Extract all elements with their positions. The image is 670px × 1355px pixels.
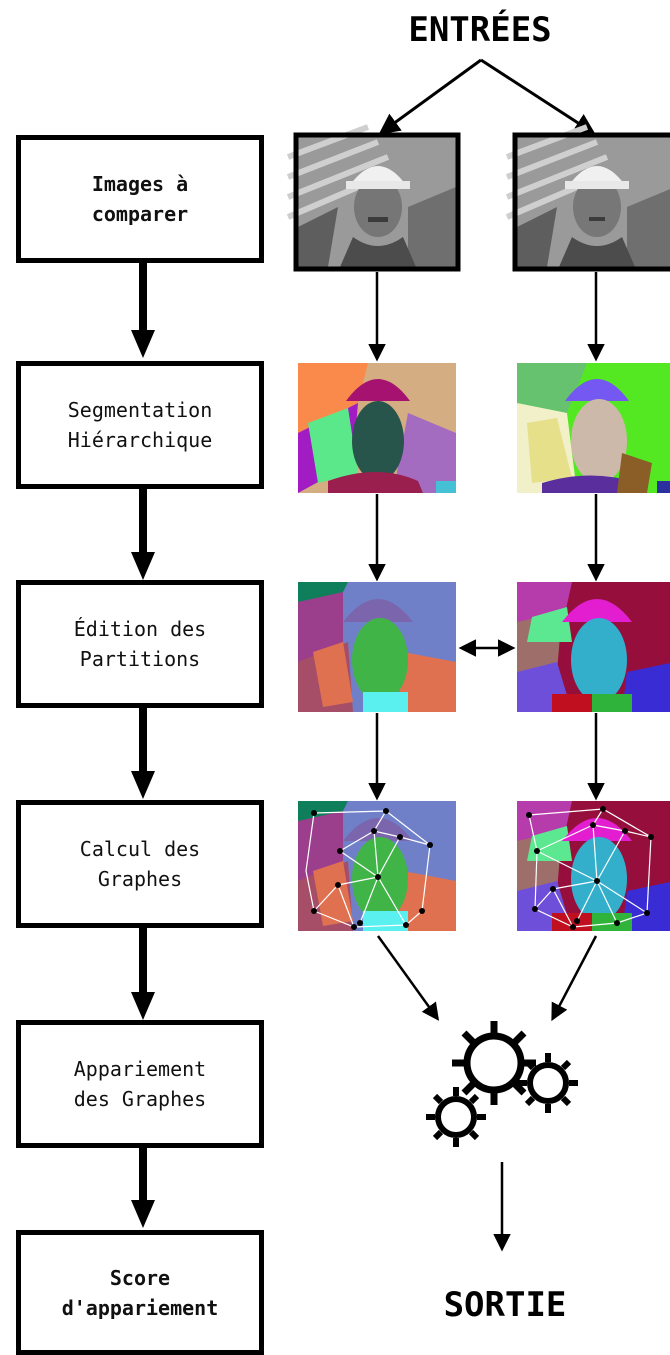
step-segmentation-hierarchique: Segmentation Hiérarchique — [16, 361, 264, 489]
step-label: Score d'appariement — [61, 1265, 219, 1320]
segmentation-image-left — [298, 363, 456, 493]
input-photo-right — [505, 124, 670, 267]
flow-arrows-left — [131, 262, 155, 1228]
column-arrows — [368, 272, 605, 801]
graph-image-right — [517, 801, 670, 931]
step-appariement-des-graphes: Appariement des Graphes — [16, 1020, 264, 1148]
step-label: Édition des Partitions — [73, 617, 207, 671]
edition-image-right — [517, 582, 670, 712]
input-photo-left — [286, 124, 456, 267]
photo-frame-right — [512, 132, 670, 272]
step-label: Images à comparer — [91, 172, 189, 226]
photo-frame-left — [293, 132, 461, 272]
step-label: Segmentation Hiérarchique — [67, 398, 213, 452]
step-label: Calcul des Graphes — [79, 837, 201, 891]
edition-image-left — [298, 582, 456, 712]
graph-image-left — [298, 801, 456, 931]
step-label: Appariement des Graphes — [73, 1057, 207, 1111]
output-heading: SORTIE — [443, 1285, 567, 1325]
step-calcul-des-graphes: Calcul des Graphes — [16, 800, 264, 928]
merge-arrows — [376, 935, 598, 1252]
gears-icon — [426, 1021, 578, 1147]
step-edition-des-partitions: Édition des Partitions — [16, 580, 264, 708]
segmentation-image-right — [517, 363, 670, 493]
input-split-arrows — [378, 58, 596, 135]
input-heading: ENTRÉES — [408, 10, 552, 50]
step-score-d-appariement: Score d'appariement — [16, 1230, 264, 1355]
step-images-a-comparer: Images à comparer — [16, 135, 264, 263]
